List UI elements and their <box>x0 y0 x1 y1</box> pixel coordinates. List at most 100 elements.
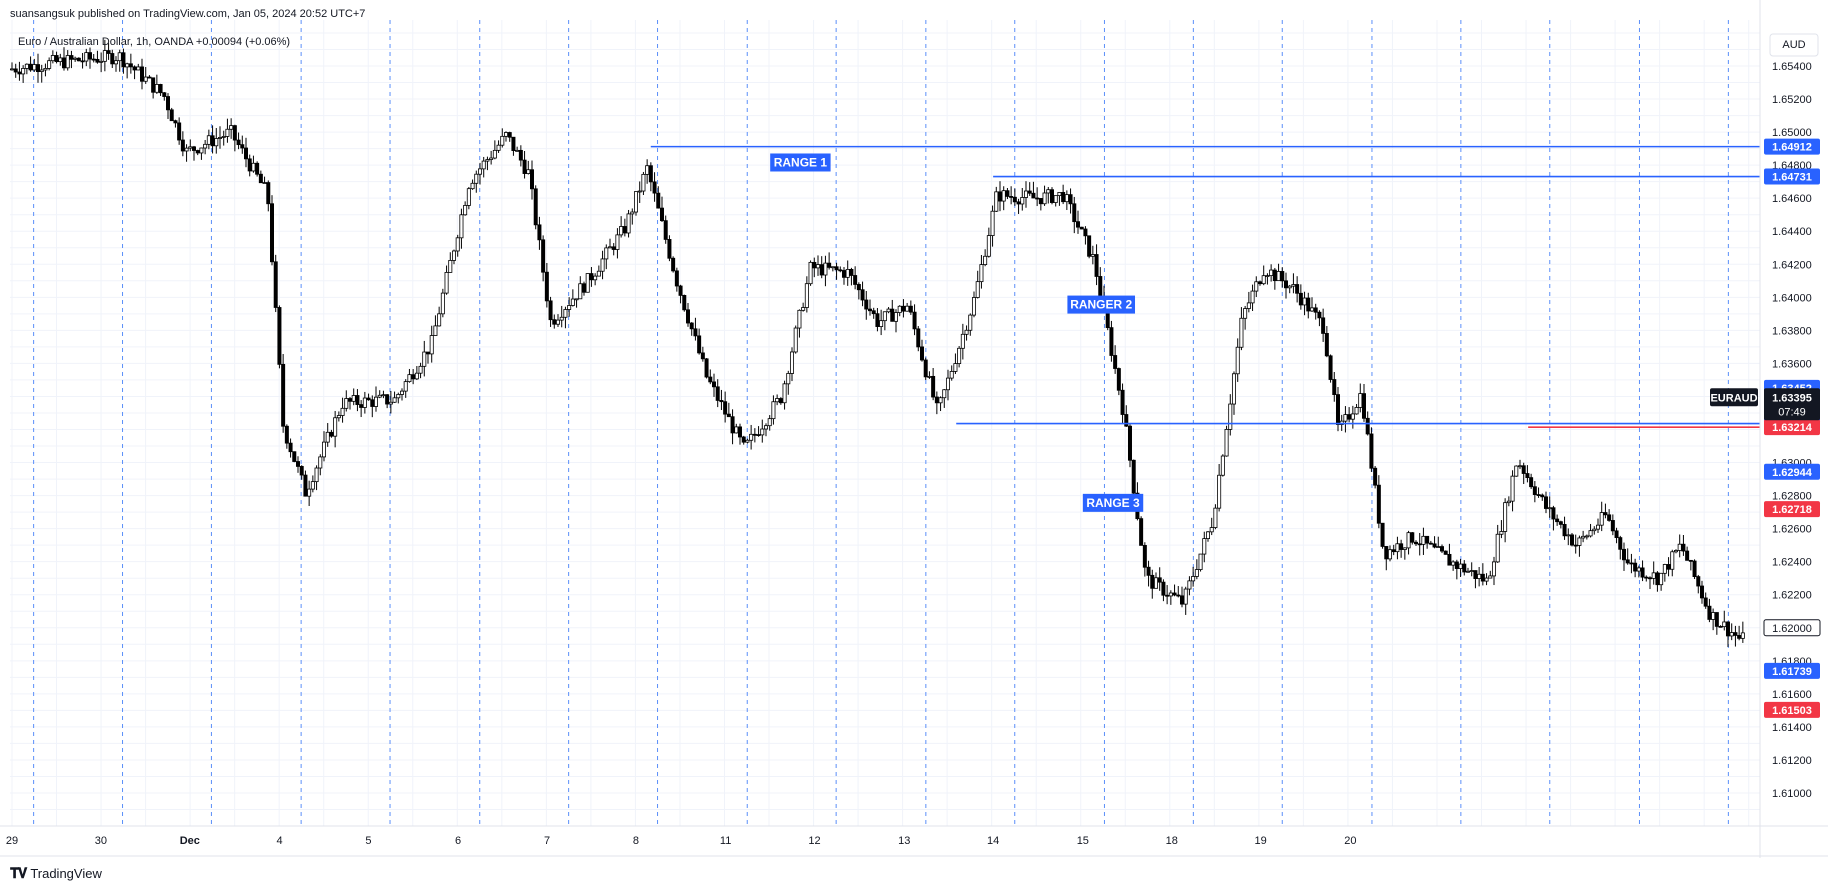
candle-body <box>645 165 650 175</box>
candle-body <box>195 150 200 154</box>
candle-body <box>585 273 590 293</box>
candle-body <box>815 264 820 269</box>
candle-body <box>507 132 512 138</box>
candle-body <box>173 120 178 124</box>
candle-body <box>496 144 501 151</box>
candle-body <box>1633 562 1638 572</box>
candle-body <box>303 474 308 497</box>
candle-body <box>459 214 464 239</box>
candle-body <box>1031 192 1036 199</box>
candle-body <box>1131 459 1136 494</box>
candle-body <box>69 55 74 60</box>
candle-body <box>481 160 486 170</box>
candle-body <box>775 398 780 403</box>
candle-body <box>875 313 880 327</box>
candle-body <box>886 308 891 313</box>
candle-body <box>1733 632 1738 636</box>
candle-body <box>1692 560 1697 578</box>
candle-body <box>615 234 620 250</box>
candle-body <box>110 53 115 65</box>
price-badge-label: 1.61739 <box>1772 666 1812 678</box>
candle-body <box>240 144 245 149</box>
candle-body <box>563 309 568 318</box>
candle-body <box>1139 518 1144 546</box>
candle-body <box>1503 502 1508 532</box>
candle-body <box>1462 563 1467 573</box>
candle-body <box>1495 533 1500 563</box>
candle-body <box>916 328 921 348</box>
candle-body <box>1573 544 1578 547</box>
candle-body <box>986 235 991 257</box>
candle-body <box>1707 605 1712 620</box>
candle-body <box>912 311 917 330</box>
candle-body <box>823 262 828 276</box>
candle-body <box>756 434 761 436</box>
candle-body <box>325 431 330 443</box>
price-badge <box>1764 463 1820 480</box>
candle-body <box>277 307 282 365</box>
candle-body <box>102 50 107 62</box>
candle-body <box>58 57 63 63</box>
candle-body <box>879 320 884 327</box>
candle-body <box>1607 514 1612 521</box>
candle-body <box>414 372 419 380</box>
candle-body <box>548 300 553 321</box>
candle-body <box>1295 284 1300 294</box>
price-badge-label: 1.62718 <box>1772 504 1812 516</box>
candle-body <box>1425 535 1430 544</box>
candle-body <box>960 333 965 349</box>
candle-body <box>1685 550 1690 561</box>
candle-body <box>1113 355 1118 369</box>
candle-body <box>975 281 980 298</box>
candle-body <box>708 376 713 383</box>
candle-body <box>1083 228 1088 237</box>
candle-body <box>778 398 783 404</box>
candle-body <box>243 147 248 160</box>
time-tick-label: 13 <box>898 835 910 847</box>
tradingview-brand[interactable]: 𝐓𝐕 TradingView <box>10 865 102 882</box>
candle-body <box>28 63 33 71</box>
time-tick-label: 11 <box>720 835 731 847</box>
candle-body <box>373 396 378 407</box>
candle-body <box>355 395 360 405</box>
candle-body <box>1543 496 1548 509</box>
candle-body <box>1647 577 1652 580</box>
time-tick-label: 12 <box>808 835 820 847</box>
candle-body <box>1035 197 1040 200</box>
candle-body <box>630 211 635 215</box>
candle-body <box>689 322 694 330</box>
price-tick-label: 1.62200 <box>1772 590 1812 602</box>
symbol-info-line[interactable]: Euro / Australian Dollar, 1h, OANDA +0.0… <box>18 36 291 48</box>
candle-body <box>786 373 791 385</box>
candle-body <box>648 165 653 183</box>
candle-body <box>177 122 182 141</box>
candle-body <box>1458 563 1463 569</box>
candle-body <box>745 439 750 443</box>
candle-body <box>1510 475 1515 502</box>
candle-body <box>162 92 167 97</box>
price-tick-label: 1.62600 <box>1772 524 1812 536</box>
candle-body <box>1298 292 1303 306</box>
price-tick-label: 1.64200 <box>1772 259 1812 271</box>
candle-body <box>503 132 508 137</box>
candle-body <box>526 169 531 174</box>
candle-body <box>340 407 345 416</box>
candle-body <box>711 381 716 388</box>
candle-body <box>801 307 806 311</box>
candle-body <box>619 226 624 236</box>
candle-body <box>24 63 29 69</box>
time-tick-label: 6 <box>455 835 461 847</box>
candle-body <box>964 329 969 335</box>
candle-body <box>180 139 185 152</box>
time-tick-label: 20 <box>1344 835 1356 847</box>
candle-body <box>1257 281 1262 285</box>
candle-body <box>1376 484 1381 524</box>
candle-body <box>251 162 256 172</box>
axis-currency-box <box>1769 33 1819 57</box>
candle-body <box>819 264 824 276</box>
candle-body <box>489 157 494 160</box>
candle-body <box>403 381 408 392</box>
candle-body <box>1625 559 1630 564</box>
candle-body <box>143 76 148 82</box>
